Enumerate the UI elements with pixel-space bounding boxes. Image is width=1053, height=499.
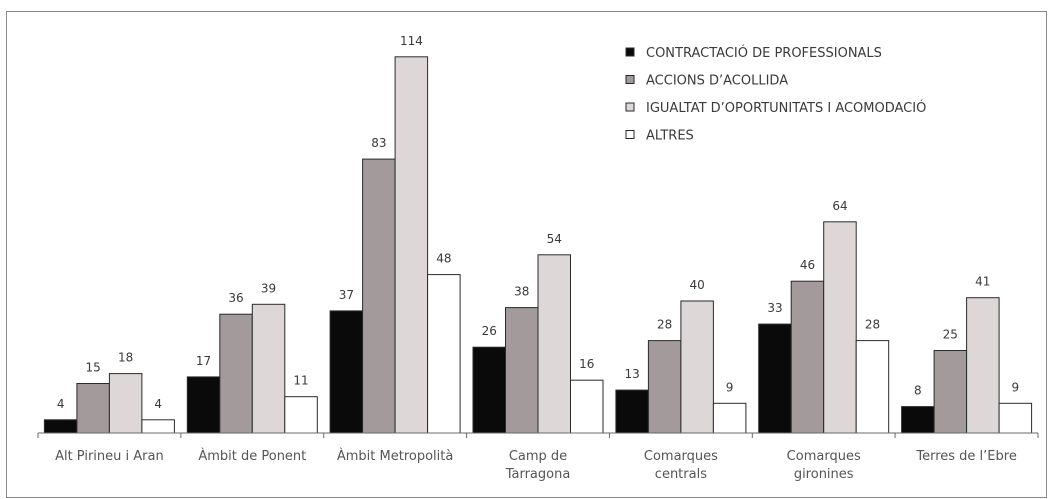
value-label-comarques-gironines-series-2: 46 [800,258,815,272]
bar-ambit-metropolita-series-4 [427,274,461,434]
bar-ambit-de-ponent-series-1 [186,376,221,434]
bar-comarques-gironines-series-4 [855,340,890,434]
bar-terres-de-l-ebre-series-4 [998,402,1033,434]
category-label-alt-pirineu-i-aran: Alt Pirineu i Aran [55,449,164,464]
value-label-ambit-metropolita-series-4: 48 [436,252,451,266]
bar-ambit-metropolita-series-2 [362,158,396,434]
category-label-ambit-de-ponent: Àmbit de Ponent [198,448,306,464]
value-label-camp-de-tarragona-series-1: 26 [482,324,497,338]
bars-layer [43,56,1033,434]
legend-label-series-1: CONTRACTACIÓ DE PROFESSIONALS [646,45,882,61]
legend: CONTRACTACIÓ DE PROFESSIONALS ACCIONS D’A… [625,45,926,144]
legend-label-series-4: ALTRES [646,129,694,144]
bar-camp-de-tarragona-series-1 [472,346,506,434]
legend-label-series-2: ACCIONS D’ACOLLIDA [646,74,788,89]
category-labels-layer: Alt Pirineu i Aran Àmbit de Ponent Àmbit M… [55,448,1017,482]
legend-swatch-series-1 [625,47,635,57]
value-label-comarques-centrals-series-2: 28 [657,318,672,332]
value-label-alt-pirineu-i-aran-series-2: 15 [86,361,101,375]
category-label-camp-de-tarragona: Camp de Tarragona [505,449,571,482]
value-label-terres-de-l-ebre-series-4: 9 [1011,380,1019,394]
value-label-comarques-centrals-series-3: 40 [689,278,704,292]
value-label-ambit-metropolita-series-1: 37 [339,288,354,302]
bar-comarques-centrals-series-1 [615,389,649,434]
bar-alt-pirineu-i-aran-series-4 [141,419,175,434]
category-label-comarques-centrals: Comarques centrals [644,449,718,482]
bar-camp-de-tarragona-series-4 [570,379,604,434]
bar-alt-pirineu-i-aran-series-1 [43,419,78,434]
value-label-ambit-de-ponent-series-2: 36 [228,291,243,305]
bar-alt-pirineu-i-aran-series-2 [76,383,110,434]
value-label-camp-de-tarragona-series-3: 54 [547,232,562,246]
category-label-ambit-metropolita: Àmbit Metropolità [337,448,453,464]
value-label-comarques-centrals-series-4: 9 [726,380,734,394]
bar-ambit-metropolita-series-1 [329,310,364,434]
value-label-ambit-de-ponent-series-1: 17 [196,354,211,368]
bar-terres-de-l-ebre-series-1 [901,406,935,434]
value-label-terres-de-l-ebre-series-3: 41 [975,275,990,289]
legend-swatch-series-3 [625,102,635,112]
legend-label-series-3: IGUALTAT D’OPORTUNITATS I ACOMODACIÓ [646,100,926,116]
bar-comarques-centrals-series-4 [712,402,747,434]
value-label-ambit-de-ponent-series-4: 11 [293,374,308,388]
value-label-comarques-gironines-series-1: 33 [767,301,782,315]
category-label-terres-de-l-ebre: Terres de l’Ebre [915,449,1016,464]
value-label-comarques-gironines-series-4: 28 [865,318,880,332]
value-label-ambit-metropolita-series-3: 114 [400,34,423,48]
bar-camp-de-tarragona-series-2 [505,307,539,434]
value-label-terres-de-l-ebre-series-2: 25 [943,328,958,342]
bar-comarques-gironines-series-2 [790,280,825,434]
value-label-camp-de-tarragona-series-2: 38 [514,285,529,299]
bar-camp-de-tarragona-series-3 [537,254,571,434]
bar-comarques-gironines-series-1 [758,323,792,434]
bar-terres-de-l-ebre-series-3 [966,297,1000,434]
legend-swatch-series-2 [625,75,635,84]
value-label-alt-pirineu-i-aran-series-3: 18 [118,351,133,365]
x-axis-ticks [37,433,1039,438]
value-label-alt-pirineu-i-aran-series-1: 4 [57,397,65,411]
value-label-camp-de-tarragona-series-4: 16 [579,357,594,371]
category-label-comarques-gironines: Comarques gironines [787,449,861,482]
legend-swatch-series-4 [625,130,635,139]
value-label-comarques-centrals-series-1: 13 [624,367,639,381]
value-label-ambit-metropolita-series-2: 83 [371,136,386,150]
bar-comarques-gironines-series-3 [823,221,857,434]
bar-ambit-de-ponent-series-2 [219,313,253,434]
value-label-ambit-de-ponent-series-3: 39 [261,281,276,295]
bar-terres-de-l-ebre-series-2 [933,350,968,434]
bar-comarques-centrals-series-2 [647,340,682,434]
bar-ambit-de-ponent-series-3 [251,303,286,434]
bar-ambit-de-ponent-series-4 [284,396,318,434]
value-label-terres-de-l-ebre-series-1: 8 [914,384,922,398]
bar-alt-pirineu-i-aran-series-3 [108,373,143,434]
value-label-comarques-gironines-series-3: 64 [832,199,847,213]
value-label-alt-pirineu-i-aran-series-4: 4 [154,397,162,411]
bar-ambit-metropolita-series-3 [394,56,429,434]
bar-comarques-centrals-series-3 [680,300,714,434]
value-labels-layer: 4 15 18 4 17 36 39 11 37 83 114 48 26 38 54 16 13 28 40 9 33… [57,34,1019,411]
